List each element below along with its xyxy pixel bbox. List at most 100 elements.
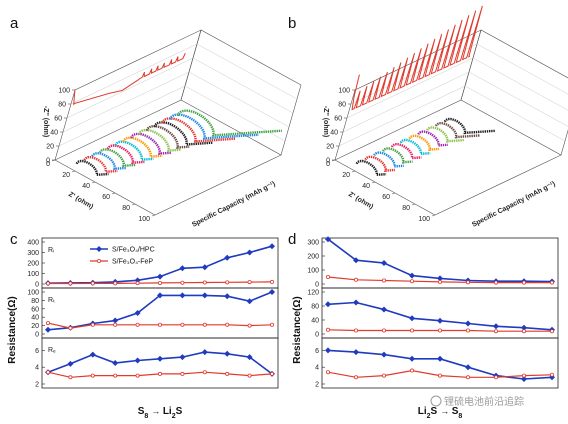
legend-label: S/Fe₃O₄-FeP — [112, 259, 153, 266]
grid-line — [338, 85, 566, 147]
z-tick-label: 40 — [50, 130, 58, 137]
x-axis-title-part: S — [176, 406, 183, 417]
x-tick — [151, 214, 156, 217]
legend-marker — [96, 246, 102, 252]
x-axis-title-part: 8 — [144, 413, 148, 420]
data-point-circle — [202, 322, 207, 327]
data-point-circle — [180, 280, 185, 285]
side-wall — [180, 29, 302, 156]
y-tick-label: 4 — [35, 365, 39, 372]
y-tick-label: 0 — [315, 282, 319, 289]
data-point-circle — [437, 373, 442, 378]
grid-line — [70, 43, 298, 105]
nyquist-curve — [426, 126, 464, 143]
data-point-diamond — [353, 257, 359, 264]
y-tick-label: 100 — [27, 290, 39, 297]
data-point-circle — [225, 280, 230, 285]
red-impedance-sweep — [351, 5, 483, 111]
data-point-diamond — [134, 277, 141, 284]
watermark-logo-icon — [430, 395, 442, 407]
data-point-diamond — [353, 299, 359, 306]
z-axis-title: -Z'' (ohm) — [42, 106, 49, 137]
data-point-diamond — [325, 236, 331, 243]
z-tick-label: 60 — [334, 116, 342, 123]
nyquist-curve — [443, 117, 496, 135]
data-point-diamond — [409, 272, 415, 279]
nyquist-curve — [408, 134, 440, 152]
data-point-circle — [90, 322, 95, 327]
x-tick-label: 40 — [362, 183, 370, 190]
x-axis-title-part: → — [440, 406, 452, 416]
nyquist-curve — [98, 148, 136, 167]
grid-line — [66, 57, 294, 119]
x-tick — [111, 192, 116, 195]
x-axis-title-part: 8 — [458, 413, 462, 420]
subplot-label: Rₑ — [48, 347, 56, 354]
data-point-circle — [135, 281, 140, 286]
y-tick-label: 0 — [35, 282, 39, 289]
data-point-circle — [353, 375, 358, 380]
data-point-circle — [90, 373, 95, 378]
data-point-circle — [437, 279, 442, 284]
data-point-diamond — [521, 375, 527, 382]
x-tick — [411, 203, 416, 206]
y-tick-label: 80 — [31, 298, 39, 305]
data-point-circle — [113, 322, 118, 327]
y-tick-label: 2 — [315, 382, 319, 389]
y-tick-label: 2 — [35, 382, 39, 389]
data-point-diamond — [67, 360, 74, 367]
y-tick-label: 60 — [31, 306, 39, 313]
data-point-diamond — [325, 347, 331, 354]
legend-marker — [97, 258, 102, 263]
x-tick — [71, 170, 76, 173]
panel-label-a: a — [10, 15, 19, 32]
x-tick — [351, 170, 356, 173]
nyquist-curve — [75, 159, 109, 177]
nyquist-curve — [161, 117, 236, 143]
side-wall — [460, 29, 568, 156]
nyquist-curve — [137, 128, 181, 152]
x-tick-label: 40 — [82, 183, 90, 190]
nyquist-curve — [83, 155, 118, 174]
data-point-circle — [522, 280, 527, 285]
data-point-diamond — [246, 298, 253, 305]
data-point-diamond — [179, 265, 186, 272]
data-point-circle — [325, 370, 330, 375]
y-tick-label: 0 — [35, 332, 39, 339]
y-tick-label: 120 — [307, 290, 319, 297]
nyquist-curve — [364, 155, 396, 173]
x-axis-title-part: S — [431, 406, 438, 417]
red-impedance-sweep — [73, 52, 186, 106]
x-axis-title: Li2S → S8 — [418, 406, 463, 420]
x-axis-title-part: Li — [418, 406, 427, 417]
series-line — [327, 301, 553, 331]
data-point-circle — [157, 371, 162, 376]
legend-label: S/Fe₃O₄/HPC — [112, 247, 155, 254]
data-point-diamond — [381, 260, 387, 266]
data-point-diamond — [381, 351, 387, 358]
capacity-axis-title: Specific Capacity (mAh g⁻¹) — [471, 181, 556, 229]
nyquist-curve — [168, 113, 259, 140]
data-point-diamond — [201, 292, 208, 299]
data-point-circle — [68, 281, 73, 286]
z-tick-label: 0 — [46, 158, 50, 165]
nyquist-curve — [130, 132, 172, 155]
data-point-circle — [493, 329, 498, 334]
x-tick-label: 100 — [138, 216, 150, 223]
z-axis-title: -Z'' (ohm) — [322, 106, 329, 137]
y-tick-label: 0 — [315, 332, 319, 339]
data-point-diamond — [465, 364, 471, 371]
data-point-circle — [202, 280, 207, 285]
data-point-diamond — [246, 249, 253, 256]
data-point-diamond — [437, 317, 443, 324]
data-point-circle — [465, 328, 470, 333]
data-point-diamond — [465, 320, 471, 327]
data-point-diamond — [493, 323, 499, 330]
x-tick-label: 0 — [326, 161, 330, 168]
y-tick-label: 100 — [27, 271, 39, 278]
resistance-axis-title-c: Resistance(Ω) — [7, 296, 18, 364]
data-point-diamond — [45, 326, 51, 333]
data-point-circle — [180, 322, 185, 327]
subplot-frame — [41, 337, 279, 389]
